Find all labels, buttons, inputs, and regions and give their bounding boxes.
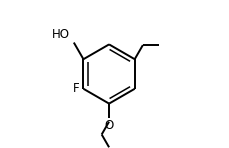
Text: F: F (73, 82, 79, 95)
Text: HO: HO (52, 28, 70, 41)
Text: O: O (104, 119, 113, 132)
